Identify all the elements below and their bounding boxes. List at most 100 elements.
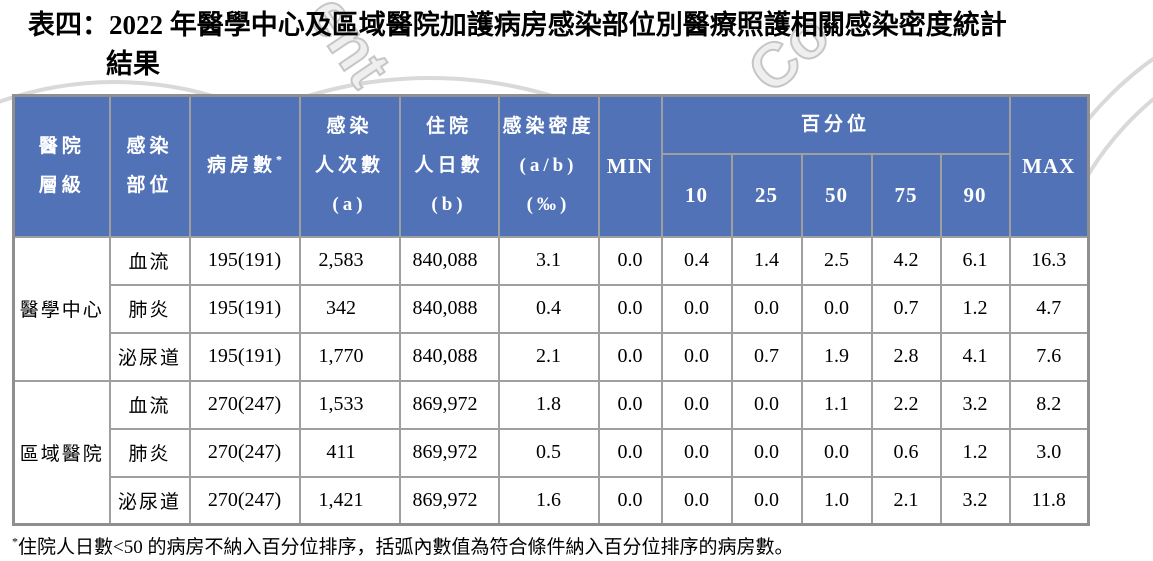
cell-p50: 1.0	[800, 475, 873, 526]
cell-p90: 1.2	[939, 283, 1011, 334]
header-percentile-50: 50	[800, 152, 873, 238]
cell-p75: 0.6	[870, 427, 942, 478]
cell-p25: 0.0	[730, 475, 803, 526]
cell-max: 4.7	[1008, 283, 1090, 334]
cell-site: 肺炎	[108, 427, 191, 478]
cell-site: 血流	[108, 235, 191, 286]
cell-p10: 0.0	[660, 475, 733, 526]
cell-p75: 0.7	[870, 283, 942, 334]
cell-min: 0.0	[597, 379, 663, 430]
cell-min: 0.0	[597, 427, 663, 478]
cell-site: 血流	[108, 379, 191, 430]
table-row: 醫學中心 血流 195(191) 2,583 840,088 3.1 0.0 0…	[12, 235, 1090, 382]
footnote-asterisk: *	[12, 534, 18, 549]
cell-density: 2.1	[497, 331, 600, 382]
cell-min: 0.0	[597, 235, 663, 286]
cell-cases: 1,770	[298, 331, 401, 382]
cell-max: 8.2	[1008, 379, 1090, 430]
header-percentile-group: 百分位	[660, 94, 1011, 155]
cell-p75: 4.2	[870, 235, 942, 286]
cell-wards: 270(247)	[188, 475, 301, 526]
footnote: *住院人日數<50 的病房不納入百分位排序，括弧內數值為符合條件納入百分位排序的…	[12, 532, 1153, 559]
cell-cases: 1,533	[298, 379, 401, 430]
cell-density: 1.8	[497, 379, 600, 430]
header-percentile-10: 10	[660, 152, 733, 238]
cell-p25: 0.0	[730, 427, 803, 478]
cell-site: 肺炎	[108, 283, 191, 334]
header-max: MAX	[1008, 94, 1090, 238]
page-title: 表四：2022 年醫學中心及區域醫院加護病房感染部位別醫療照護相關感染密度統計 …	[0, 0, 1153, 84]
infection-density-table: 醫院 層級 感染 部位 病房數* 感染 人次數 (a) 住院 人日數 (b) 感…	[12, 94, 1090, 527]
cell-max: 11.8	[1008, 475, 1090, 526]
cell-p90: 6.1	[939, 235, 1011, 286]
cell-max: 7.6	[1008, 331, 1090, 382]
cell-p25: 0.0	[730, 379, 803, 430]
table-row: 肺炎 270(247) 411 869,972 0.5 0.0 0.0 0.0 …	[14, 427, 1090, 478]
cell-p50: 1.1	[800, 379, 873, 430]
table-header: 醫院 層級 感染 部位 病房數* 感染 人次數 (a) 住院 人日數 (b) 感…	[12, 94, 1090, 238]
table-row: 肺炎 195(191) 342 840,088 0.4 0.0 0.0 0.0 …	[14, 283, 1090, 334]
cell-patient-days: 840,088	[398, 235, 500, 286]
cell-p90: 1.2	[939, 427, 1011, 478]
cell-p25: 0.7	[730, 331, 803, 382]
cell-p10: 0.0	[660, 427, 733, 478]
cell-p75: 2.8	[870, 331, 942, 382]
cell-site: 泌尿道	[108, 331, 191, 382]
cell-p10: 0.4	[660, 235, 733, 286]
cell-wards: 195(191)	[188, 331, 301, 382]
cell-hospital-level-regional: 區域醫院	[12, 379, 111, 526]
cell-site: 泌尿道	[108, 475, 191, 526]
cell-p50: 0.0	[800, 283, 873, 334]
cell-p90: 4.1	[939, 331, 1011, 382]
cell-max: 3.0	[1008, 427, 1090, 478]
cell-density: 3.1	[497, 235, 600, 286]
cell-cases: 342	[298, 283, 401, 334]
cell-p25: 0.0	[730, 283, 803, 334]
header-percentile-90: 90	[939, 152, 1011, 238]
table-row: 區域醫院 血流 270(247) 1,533 869,972 1.8 0.0 0…	[12, 379, 1090, 526]
cell-cases: 411	[298, 427, 401, 478]
header-ward-count-label: 病房數	[206, 155, 276, 177]
header-ward-count-asterisk: *	[276, 152, 282, 167]
cell-patient-days: 840,088	[398, 283, 500, 334]
cell-patient-days: 869,972	[398, 427, 500, 478]
cell-patient-days: 869,972	[398, 379, 500, 430]
header-percentile-75: 75	[870, 152, 942, 238]
cell-wards: 270(247)	[188, 379, 301, 430]
cell-p25: 1.4	[730, 235, 803, 286]
header-infection-cases: 感染 人次數 (a)	[298, 94, 401, 238]
cell-p75: 2.2	[870, 379, 942, 430]
cell-p90: 3.2	[939, 379, 1011, 430]
cell-p10: 0.0	[660, 331, 733, 382]
cell-p50: 0.0	[800, 427, 873, 478]
table-row: 泌尿道 195(191) 1,770 840,088 2.1 0.0 0.0 0…	[14, 331, 1090, 382]
page-title-line-2: 結果	[106, 49, 160, 80]
header-percentile-25: 25	[730, 152, 803, 238]
cell-hospital-level-medical-center: 醫學中心	[12, 235, 111, 382]
cell-p10: 0.0	[660, 283, 733, 334]
cell-min: 0.0	[597, 283, 663, 334]
table-row: 泌尿道 270(247) 1,421 869,972 1.6 0.0 0.0 0…	[14, 475, 1090, 526]
cell-patient-days: 840,088	[398, 331, 500, 382]
cell-cases: 2,583	[298, 235, 401, 286]
header-min: MIN	[597, 94, 663, 238]
cell-p50: 1.9	[800, 331, 873, 382]
cell-p75: 2.1	[870, 475, 942, 526]
cell-min: 0.0	[597, 331, 663, 382]
cell-min: 0.0	[597, 475, 663, 526]
cell-density: 0.4	[497, 283, 600, 334]
header-hospital-level: 醫院 層級	[12, 94, 111, 238]
cell-patient-days: 869,972	[398, 475, 500, 526]
table-body: 醫學中心 血流 195(191) 2,583 840,088 3.1 0.0 0…	[12, 235, 1090, 526]
page-title-line-1: 表四：2022 年醫學中心及區域醫院加護病房感染部位別醫療照護相關感染密度統計	[28, 10, 1007, 40]
cell-p10: 0.0	[660, 379, 733, 430]
footnote-text: 住院人日數<50 的病房不納入百分位排序，括弧內數值為符合條件納入百分位排序的病…	[18, 537, 794, 559]
cell-density: 0.5	[497, 427, 600, 478]
cell-wards: 195(191)	[188, 283, 301, 334]
cell-max: 16.3	[1008, 235, 1090, 286]
cell-wards: 195(191)	[188, 235, 301, 286]
header-ward-count: 病房數*	[188, 94, 301, 238]
header-infection-density: 感染密度 (a/b) (‰)	[497, 94, 600, 238]
cell-p50: 2.5	[800, 235, 873, 286]
